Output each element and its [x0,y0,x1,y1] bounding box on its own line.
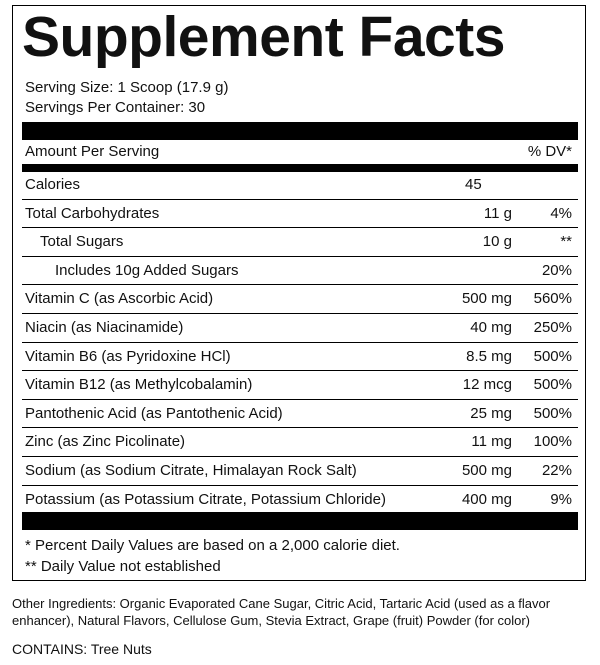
nutrient-row: Zinc (as Zinc Picolinate) 11 mg 100% [22,428,578,457]
nutrient-dv: 500% [533,347,572,365]
nutrient-dv: 250% [533,319,572,336]
nutrient-amount: 8.5 mg [466,347,512,365]
nutrient-amount: 11 mg [471,433,512,451]
nutrient-dv: ** [560,233,572,251]
nutrient-dv: 20% [541,261,572,279]
nutrient-amount: 400 mg [461,490,512,508]
dv-header: % DV* [527,143,572,160]
nutrient-row: Vitamin B6 (as Pyridoxine HCl) 8.5 mg 50… [22,343,578,372]
nutrient-dv: 9% [550,490,572,508]
nutrient-row: Includes 10g Added Sugars 20% [22,257,578,286]
nutrient-dv: 500% [533,404,572,422]
footnote: * Percent Daily Values are based on a 2,… [25,537,400,554]
nutrient-name: Vitamin C (as Ascorbic Acid) [25,290,214,308]
nutrient-amount: 500 mg [461,462,512,479]
nutrient-name: Zinc (as Zinc Picolinate) [25,433,186,451]
nutrient-amount: 500 mg [461,290,512,308]
thick-bar [22,164,578,172]
nutrient-name: Calories [25,176,81,193]
thick-bar [22,512,578,530]
label-box [12,5,586,581]
nutrient-name: Total Carbohydrates [25,204,160,222]
nutrient-row: Sodium (as Sodium Citrate, Himalayan Roc… [22,457,578,486]
nutrient-amount: 25 mg [470,404,512,422]
nutrient-amount: 45 [465,176,482,193]
nutrient-row: Vitamin B12 (as Methylcobalamin) 12 mcg … [22,371,578,400]
contains: CONTAINS: Tree Nuts [12,641,152,657]
nutrient-dv: 22% [541,462,572,479]
amount-header: Amount Per Serving [25,143,160,160]
nutrient-row: Calories 45 [22,171,578,200]
nutrient-name: Total Sugars [40,233,124,251]
other-ingredients: Other Ingredients: Organic Evaporated Ca… [12,596,551,628]
nutrient-name: Potassium (as Potassium Citrate, Potassi… [25,490,386,508]
nutrient-dv: 100% [533,433,572,451]
nutrient-amount: 10 g [482,233,512,251]
nutrient-amount: 12 mcg [462,376,512,394]
nutrient-row: Total Sugars 10 g ** [22,228,578,257]
nutrient-row: Potassium (as Potassium Citrate, Potassi… [22,486,578,515]
nutrient-name: Vitamin B12 (as Methylcobalamin) [25,376,253,394]
nutrient-name: Includes 10g Added Sugars [55,261,239,279]
nutrient-dv: 560% [533,290,572,308]
nutrient-row: Vitamin C (as Ascorbic Acid) 500 mg 560% [22,285,578,314]
nutrient-dv: 4% [550,204,572,222]
nutrient-row: Niacin (as Niacinamide) 40 mg 250% [22,314,578,343]
nutrient-row: Pantothenic Acid (as Pantothenic Acid) 2… [22,400,578,429]
nutrient-row: Total Carbohydrates 11 g 4% [22,200,578,229]
nutrient-name: Sodium (as Sodium Citrate, Himalayan Roc… [25,462,357,479]
servings-per-container: Servings Per Container: 30 [25,99,206,116]
footnote: ** Daily Value not established [25,558,221,575]
nutrient-name: Pantothenic Acid (as Pantothenic Acid) [25,404,283,422]
nutrient-dv: 500% [533,376,572,394]
nutrient-name: Vitamin B6 (as Pyridoxine HCl) [25,347,231,365]
thick-bar [22,122,578,140]
nutrient-name: Niacin (as Niacinamide) [25,319,184,336]
label-title: Supplement Facts [22,5,505,69]
nutrient-amount: 11 g [483,204,512,222]
serving-size: Serving Size: 1 Scoop (17.9 g) [25,79,229,96]
nutrient-amount: 40 mg [470,319,512,336]
